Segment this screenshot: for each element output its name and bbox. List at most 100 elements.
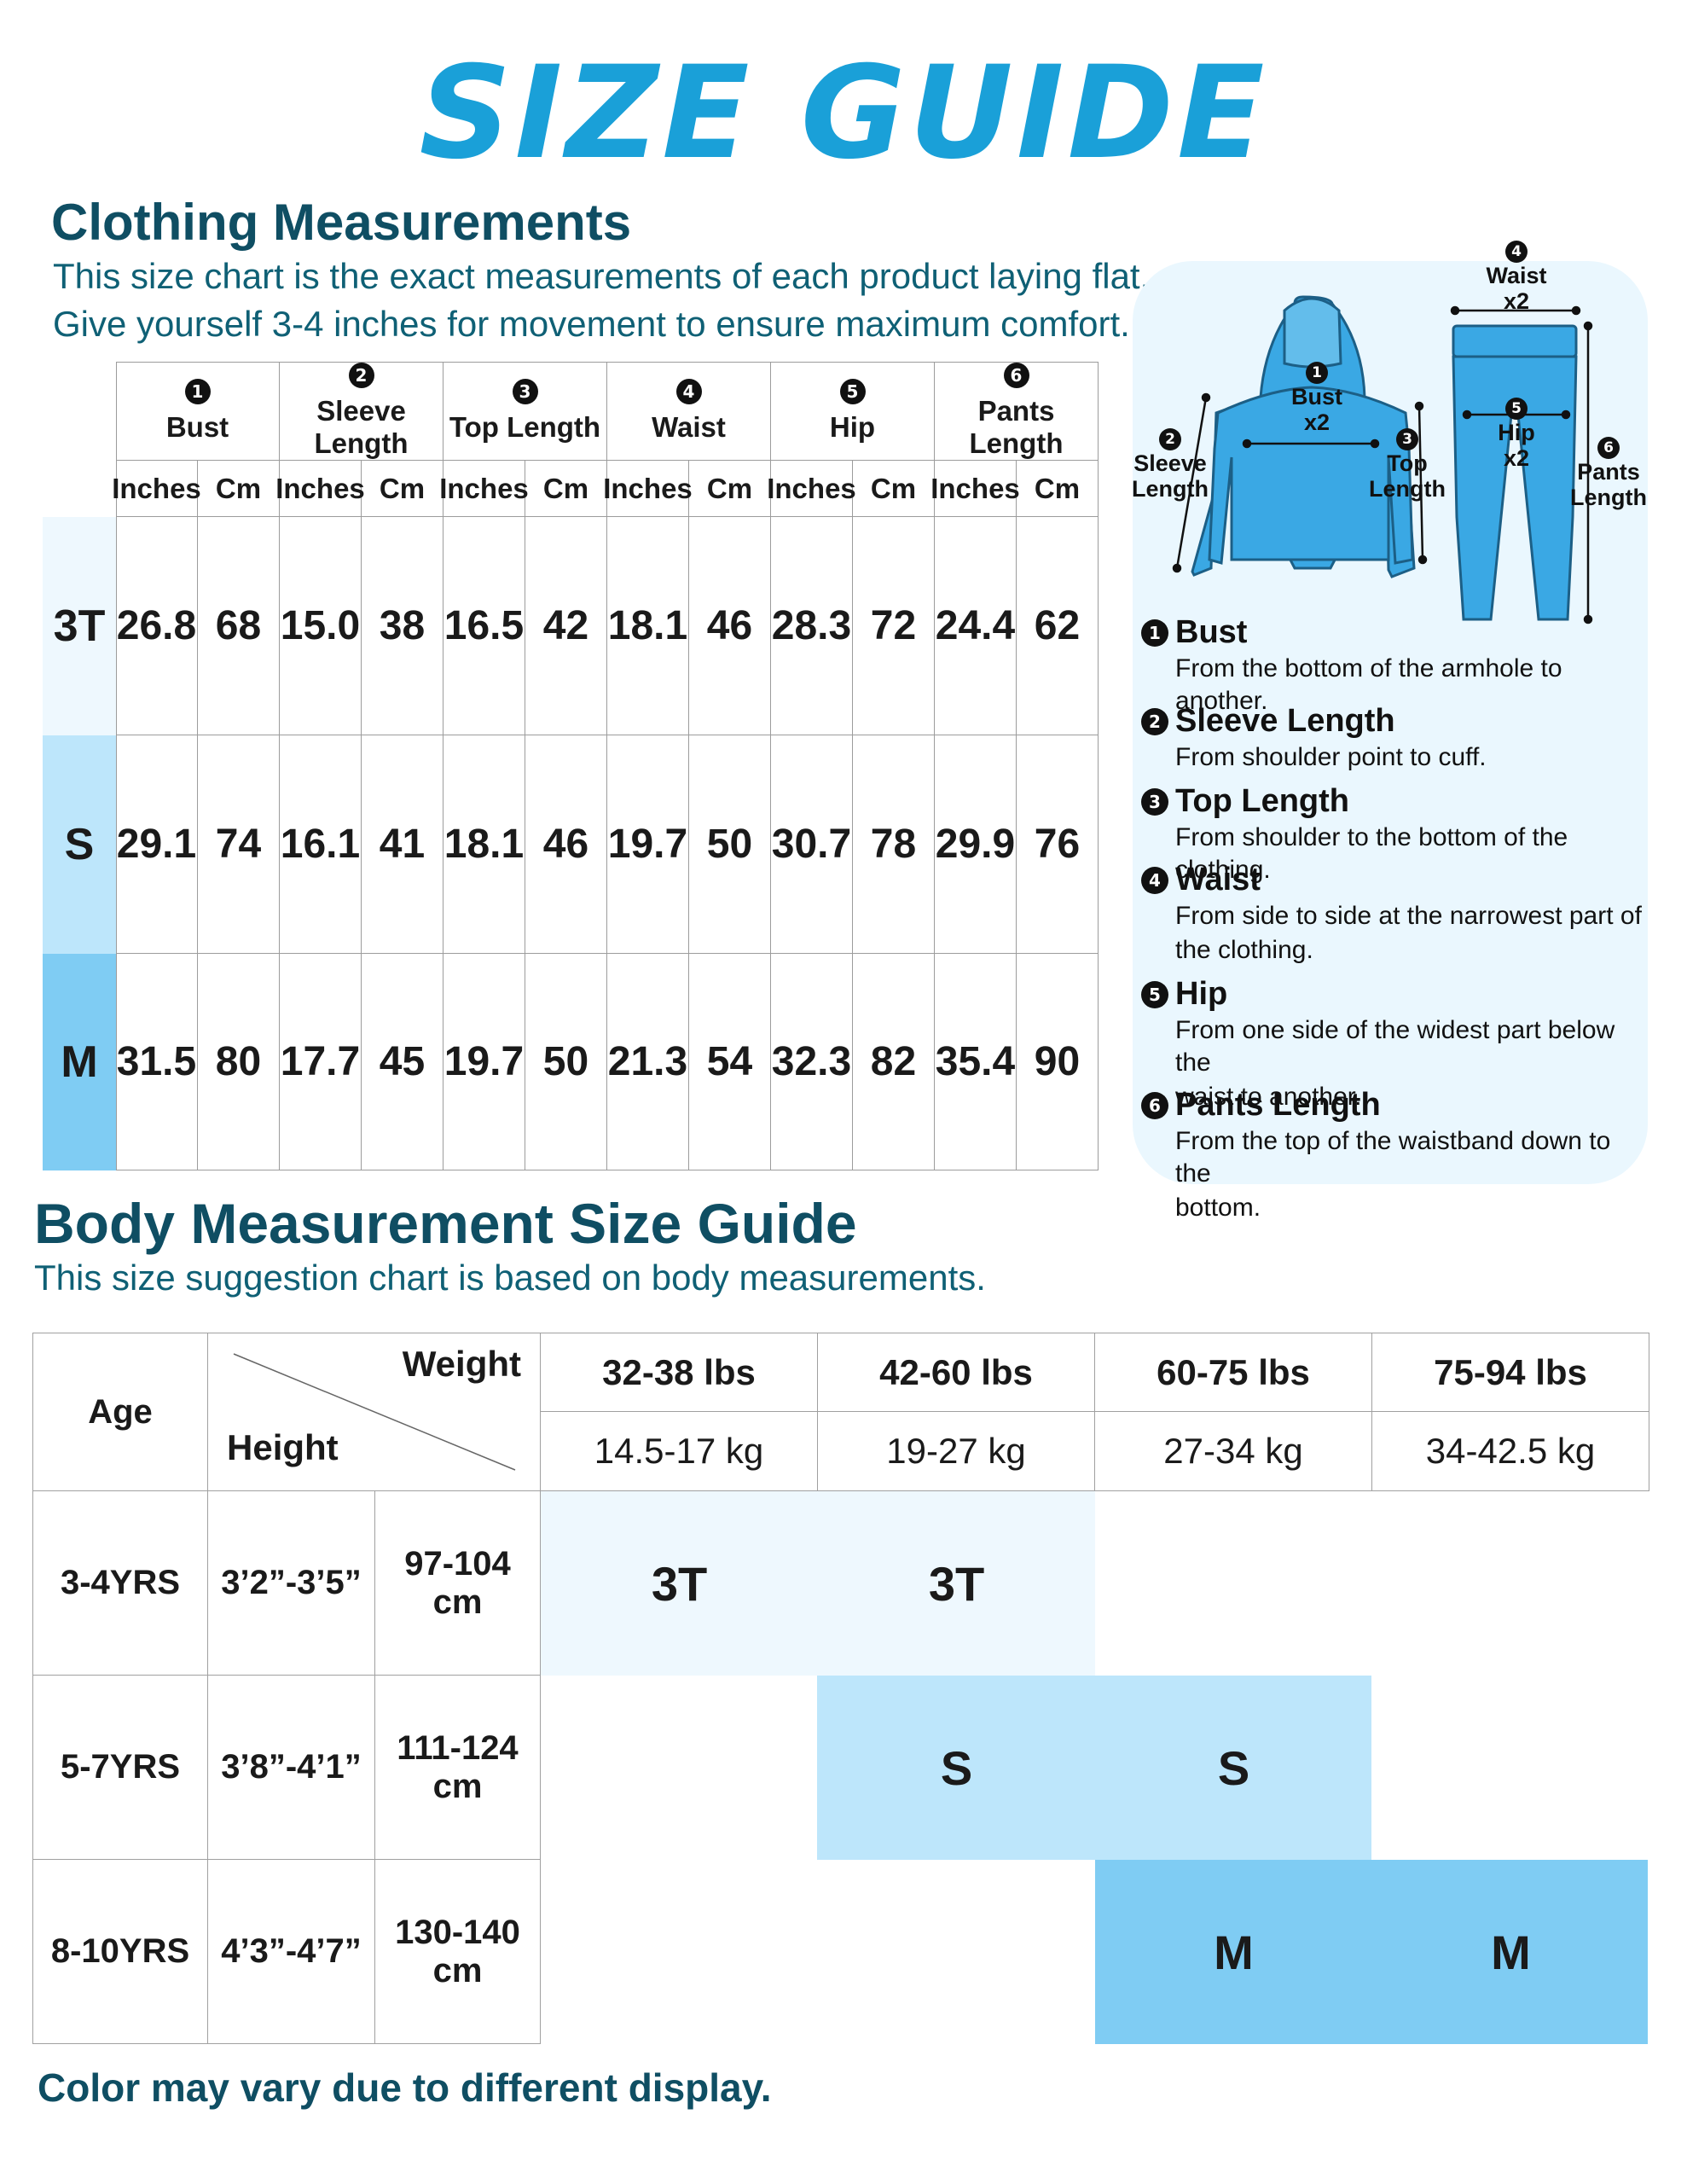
size-cell [1095, 1491, 1372, 1676]
number-6-icon: 6 [1141, 1091, 1168, 1119]
unit-inches: Inches [275, 461, 365, 517]
measurement-cell: 46 [689, 517, 771, 735]
definition-pants-length: 6 Pants Length From the top of the waistb… [1141, 1087, 1644, 1224]
col-label: Waist [652, 410, 726, 443]
weight-kg-header: 14.5-17 kg [541, 1412, 818, 1491]
measurement-cell: 35.4 [935, 954, 1017, 1170]
weight-lbs-header: 75-94 lbs [1372, 1333, 1649, 1412]
number-1-icon: 1 [184, 378, 211, 404]
diagram-panel: 1 Bust x2 2 Sleeve Length 3 Top Length 4… [1132, 241, 1648, 1184]
measurement-cell: 28.3 [771, 517, 853, 735]
number-4-icon: 4 [1141, 866, 1168, 894]
measurement-cell: 26.8 [116, 517, 198, 735]
unit-cm: Cm [525, 461, 607, 517]
weight-kg-header: 19-27 kg [818, 1412, 1095, 1491]
measurement-cell: 31.5 [116, 954, 198, 1170]
measurement-cell: 82 [853, 954, 935, 1170]
unit-inches: Inches [767, 461, 856, 517]
col-header-top-length: 3 Top Length [443, 362, 607, 461]
number-2-icon: 2 [1141, 707, 1168, 735]
number-3-icon: 3 [1396, 428, 1418, 450]
number-2-icon: 2 [1159, 428, 1181, 450]
measurement-cell: 16.5 [443, 517, 525, 735]
definition-sleeve-length: 2 Sleeve Length From shoulder point to cu… [1141, 703, 1487, 774]
page-title: SIZE GUIDE [419, 39, 1268, 188]
number-1-icon: 1 [1141, 619, 1168, 647]
number-2-icon: 2 [348, 362, 374, 388]
measurement-cell: 72 [853, 517, 935, 735]
height-ft-cell: 3’8”-4’1” [208, 1676, 375, 1860]
number-3-icon: 3 [1141, 787, 1168, 816]
body-heading: Body Measurement Size Guide [34, 1192, 857, 1255]
measurement-cell: 16.1 [280, 735, 362, 954]
number-5-icon: 5 [1505, 398, 1528, 420]
measurement-cell: 21.3 [607, 954, 689, 1170]
measurement-cell: 45 [362, 954, 443, 1170]
definition-top-length: 3 Top Length From shoulder to the bottom … [1141, 783, 1644, 886]
age-header: Age [32, 1333, 208, 1491]
measurement-cell: 68 [198, 517, 280, 735]
unit-inches: Inches [930, 461, 1020, 517]
size-fill-s [817, 1676, 1371, 1860]
weight-label: Weight [402, 1344, 521, 1384]
clothing-heading: Clothing Measurements [51, 194, 632, 251]
definition-hip: 5 Hip From one side of the widest part be… [1141, 976, 1644, 1113]
weight-kg-header: 27-34 kg [1095, 1412, 1372, 1491]
footer-note: Color may vary due to different display. [38, 2065, 772, 2110]
number-6-icon: 6 [1597, 437, 1620, 459]
number-6-icon: 6 [1003, 362, 1029, 388]
measurement-cell: 19.7 [607, 735, 689, 954]
size-cell [541, 1860, 818, 2044]
measurement-cell: 50 [689, 735, 771, 954]
diagram-waist-label: 4 Waist x2 [1474, 235, 1559, 314]
col-label: Sleeve Length [314, 394, 409, 459]
measurement-cell: 19.7 [443, 954, 525, 1170]
measurement-cell: 54 [689, 954, 771, 1170]
height-ft-cell: 3’2”-3’5” [208, 1491, 375, 1676]
size-cell [1372, 1676, 1649, 1860]
weight-kg-header: 34-42.5 kg [1372, 1412, 1649, 1491]
diagram-top-label: 3 Top Length [1365, 423, 1450, 502]
unit-cm: Cm [1017, 461, 1099, 517]
clothing-subtitle-1: This size chart is the exact measurement… [53, 256, 1151, 296]
unit-cm: Cm [853, 461, 935, 517]
number-1-icon: 1 [1306, 362, 1328, 384]
col-label: Hip [829, 410, 876, 443]
col-header-pants-length: 6 Pants Length [935, 362, 1099, 461]
height-ft-cell: 4’3”-4’7” [208, 1860, 375, 2044]
measurement-cell: 76 [1017, 735, 1099, 954]
diagonal-divider [233, 1353, 516, 1471]
measurement-cell: 29.1 [116, 735, 198, 954]
col-header-bust: 1 Bust [116, 362, 280, 461]
size-cell: M [1214, 1925, 1254, 1979]
measurement-cell: 90 [1017, 954, 1099, 1170]
col-header-hip: 5 Hip [771, 362, 935, 461]
size-cell [1372, 1491, 1649, 1676]
number-4-icon: 4 [675, 378, 702, 404]
number-5-icon: 5 [839, 378, 866, 404]
height-cm-cell: 111-124 cm [375, 1676, 541, 1860]
size-cell [541, 1676, 818, 1860]
size-fill-m [1095, 1860, 1648, 2044]
measurement-cell: 32.3 [771, 954, 853, 1170]
unit-cm: Cm [689, 461, 771, 517]
garment-diagram [1172, 295, 1593, 624]
height-label: Height [227, 1427, 339, 1467]
size-fill-3t [541, 1491, 1095, 1676]
weight-lbs-header: 60-75 lbs [1095, 1333, 1372, 1412]
unit-inches: Inches [112, 461, 201, 517]
measurement-cell: 62 [1017, 517, 1099, 735]
size-cell: S [1217, 1740, 1250, 1795]
unit-inches: Inches [603, 461, 693, 517]
col-header-waist: 4 Waist [607, 362, 771, 461]
measurement-cell: 15.0 [280, 517, 362, 735]
measurement-cell: 24.4 [935, 517, 1017, 735]
measurement-cell: 42 [525, 517, 607, 735]
measurement-cell: 38 [362, 517, 443, 735]
height-cm-cell: 97-104 cm [375, 1491, 541, 1676]
col-header-sleeve-length: 2 Sleeve Length [280, 362, 443, 461]
measurement-cell: 18.1 [443, 735, 525, 954]
age-cell: 8-10YRS [32, 1860, 208, 2044]
weight-height-header: Weight Height [208, 1333, 541, 1491]
definition-bust: 1 Bust From the bottom of the armhole to … [1141, 614, 1644, 717]
